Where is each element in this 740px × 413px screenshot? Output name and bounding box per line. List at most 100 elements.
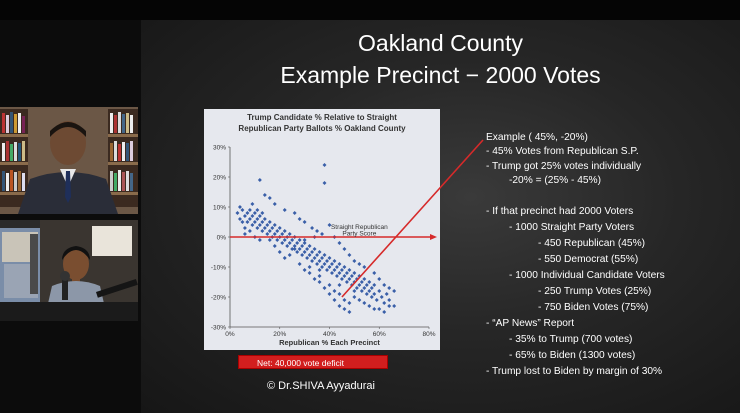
data-point — [282, 238, 287, 242]
data-point — [315, 253, 320, 257]
data-point — [342, 298, 347, 302]
chart-title-line-1: Trump Candidate % Relative to Straight — [247, 113, 397, 122]
data-point — [367, 289, 372, 293]
data-point — [339, 277, 344, 281]
data-point — [357, 274, 362, 278]
data-point — [357, 262, 362, 266]
data-point — [382, 301, 387, 305]
data-point — [265, 223, 270, 227]
data-point — [257, 238, 262, 242]
data-point — [347, 268, 352, 272]
data-point — [369, 286, 374, 290]
data-point — [327, 265, 332, 269]
data-point — [387, 286, 392, 290]
text-line: - 550 Democrat (55%) — [538, 254, 639, 265]
data-point — [247, 217, 252, 221]
y-tick-label: 30% — [213, 145, 226, 152]
data-point — [344, 280, 349, 284]
data-point — [342, 247, 347, 251]
data-point — [245, 211, 250, 215]
data-point — [245, 220, 250, 224]
data-point — [275, 238, 280, 242]
text-line: -20% = (25% - 45%) — [509, 175, 602, 186]
data-point — [272, 232, 277, 236]
data-point — [349, 283, 354, 287]
data-point — [292, 244, 297, 248]
data-point — [302, 268, 307, 272]
data-point — [240, 220, 245, 224]
data-point — [267, 220, 272, 224]
data-point — [307, 265, 312, 269]
data-point — [352, 295, 357, 299]
data-point — [387, 304, 392, 308]
data-point — [332, 289, 337, 293]
data-point — [287, 241, 292, 245]
text-line: - If that precinct had 2000 Voters — [486, 206, 634, 217]
data-point — [300, 244, 305, 248]
text-line: - 750 Biden Votes (75%) — [538, 302, 649, 313]
data-point — [260, 211, 265, 215]
data-point — [354, 277, 359, 281]
data-point — [352, 259, 357, 263]
x-tick-label: 80% — [422, 331, 435, 338]
data-point — [362, 265, 367, 269]
data-point — [262, 226, 267, 230]
data-point — [382, 283, 387, 287]
data-point — [265, 232, 270, 236]
data-point — [290, 238, 295, 242]
data-point — [310, 226, 315, 230]
text-line: - “AP News” Report — [486, 318, 575, 329]
text-line: - 35% to Trump (700 votes) — [509, 334, 633, 345]
data-point — [322, 163, 327, 167]
x-tick-label: 60% — [373, 331, 386, 338]
data-point — [337, 304, 342, 308]
data-point — [280, 232, 285, 236]
host-figure — [0, 220, 138, 321]
x-axis-label: Republican % Each Precinct — [279, 338, 380, 347]
data-point — [312, 277, 317, 281]
data-point — [277, 250, 282, 254]
data-point — [392, 289, 397, 293]
data-point — [272, 244, 277, 248]
data-point — [310, 250, 315, 254]
data-point — [347, 310, 352, 314]
data-point — [295, 241, 300, 245]
data-point — [362, 286, 367, 290]
speaker-figure — [0, 107, 138, 214]
data-point — [352, 271, 357, 275]
data-point — [372, 292, 377, 296]
data-point — [267, 238, 272, 242]
data-point — [332, 268, 337, 272]
data-point — [320, 256, 325, 260]
data-point — [277, 226, 282, 230]
chart-plot-area: 30%20%10%0%-10%-20%-30%0% 20% 40% 60% 80%Rep… — [211, 145, 437, 347]
data-point — [242, 226, 247, 230]
data-point — [327, 283, 332, 287]
text-line: - 65% to Biden (1300 votes) — [509, 350, 636, 361]
data-point — [337, 241, 342, 245]
data-point — [295, 250, 300, 254]
slide-subtitle: Example Precinct − 2000 Votes — [280, 62, 601, 88]
data-point — [342, 274, 347, 278]
data-point — [364, 292, 369, 296]
data-point — [297, 238, 302, 242]
data-point — [337, 262, 342, 266]
text-line: - 450 Republican (45%) — [538, 238, 646, 249]
text-line: - 45% Votes from Republican S.P. — [486, 146, 639, 157]
y-tick-label: 10% — [213, 205, 226, 212]
data-point — [342, 265, 347, 269]
data-point — [282, 256, 287, 260]
data-point — [255, 217, 260, 221]
data-point — [302, 241, 307, 245]
y-tick-label: 20% — [213, 175, 226, 182]
data-point — [334, 274, 339, 278]
data-point — [270, 226, 275, 230]
data-point — [322, 262, 327, 266]
data-point — [382, 310, 387, 314]
text-line: Example ( 45%, -20%) — [486, 132, 588, 143]
data-point — [297, 247, 302, 251]
data-point — [305, 256, 310, 260]
data-point — [337, 283, 342, 287]
data-point — [344, 271, 349, 275]
data-point — [322, 253, 327, 257]
